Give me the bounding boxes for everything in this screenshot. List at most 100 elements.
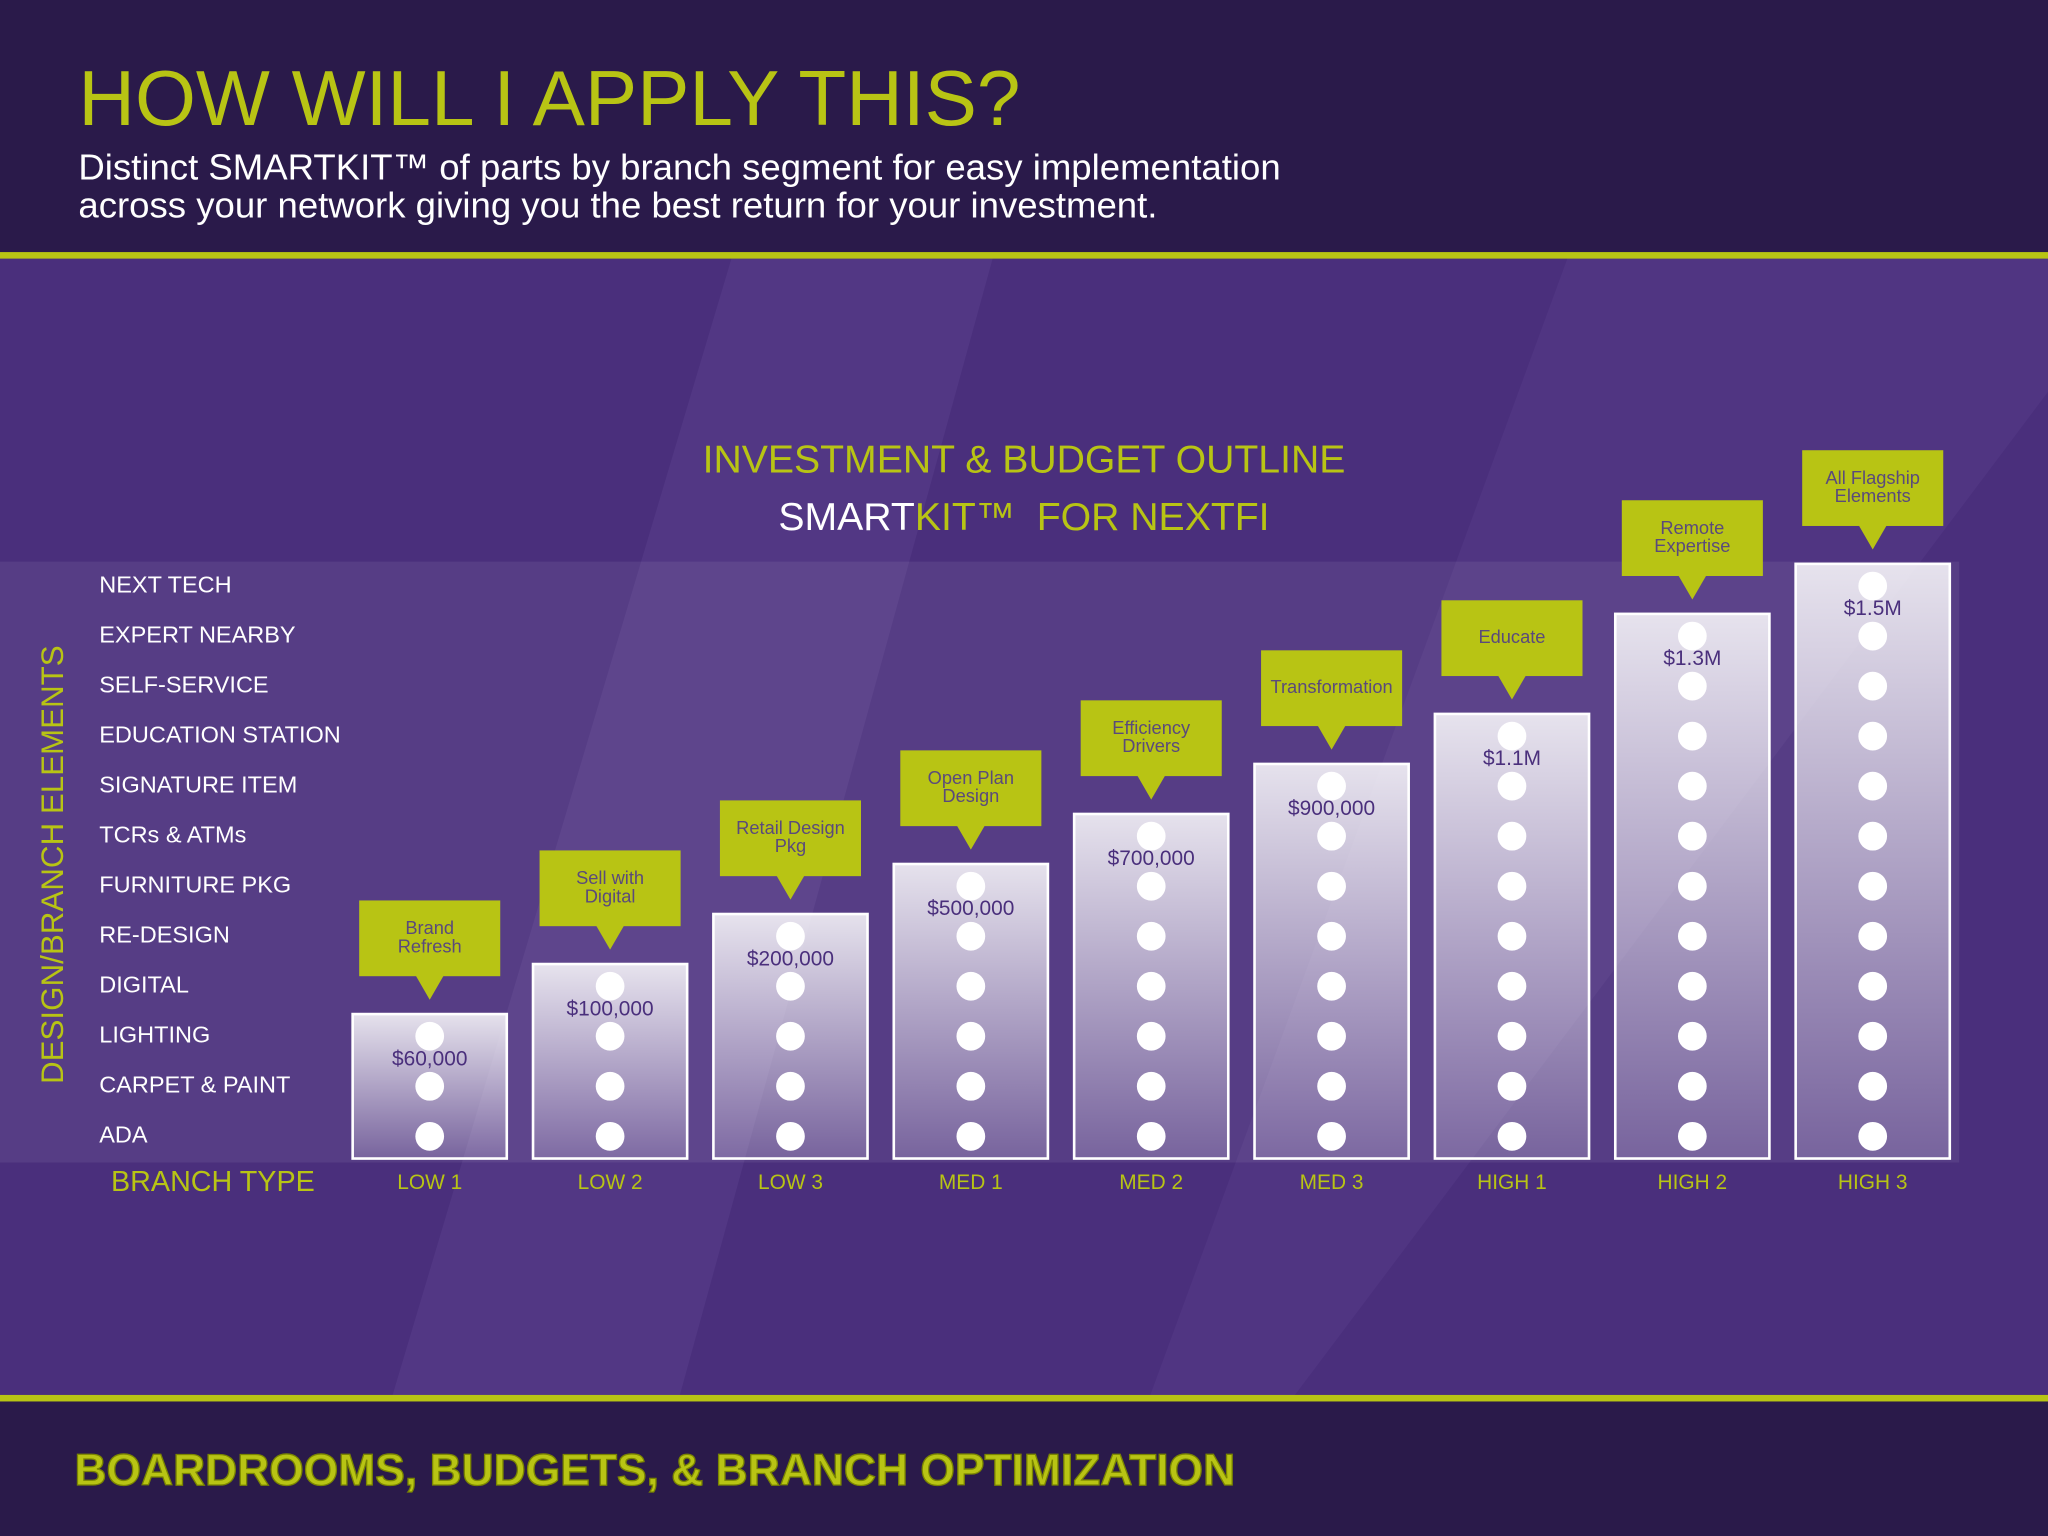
footer-rule (0, 1394, 2048, 1402)
header-rule (0, 252, 2048, 259)
element-dot (1497, 721, 1527, 751)
element-dot (1317, 1121, 1346, 1151)
element-dot (1497, 1021, 1527, 1051)
element-dot (1136, 1071, 1166, 1101)
element-dot (415, 1071, 445, 1101)
element-dot (1677, 871, 1707, 901)
callout-text: Retail Design (736, 817, 845, 838)
budget-label: $1.5M (1844, 597, 1902, 620)
callout-pointer (1317, 724, 1346, 750)
element-dot (1677, 721, 1707, 751)
element-dot (595, 1021, 625, 1051)
row-label: LIGHTING (99, 1021, 210, 1047)
x-tick-label: LOW 2 (578, 1171, 643, 1194)
element-dot (1677, 1021, 1707, 1051)
callout-box (359, 900, 501, 977)
element-dot (956, 1021, 986, 1051)
element-dot (1497, 921, 1527, 951)
element-dot (1858, 621, 1888, 651)
footer-text: BOARDROOMS, BUDGETS, & BRANCH OPTIMIZATI… (74, 1446, 1235, 1495)
element-dot (1497, 821, 1527, 851)
callout-box (1261, 650, 1403, 727)
element-dot (1136, 1121, 1166, 1151)
x-tick-label: HIGH 1 (1477, 1171, 1547, 1194)
element-dot (956, 1121, 986, 1151)
callout-text: Efficiency (1112, 717, 1191, 738)
row-label: SIGNATURE ITEM (99, 771, 297, 797)
element-dot (956, 1071, 986, 1101)
budget-label: $1.1M (1483, 747, 1541, 770)
element-dot (776, 971, 805, 1001)
element-dot (1858, 571, 1888, 601)
element-dot (1858, 871, 1888, 901)
callout-text: Design (942, 785, 999, 806)
callout-text: Open Plan (928, 767, 1014, 788)
element-dot (776, 1071, 805, 1101)
x-tick-label: LOW 3 (758, 1171, 823, 1194)
element-dot (1677, 921, 1707, 951)
element-dot (595, 971, 625, 1001)
callout-pointer (1136, 774, 1166, 800)
element-dot (1497, 1121, 1527, 1151)
row-label: CARPET & PAINT (99, 1072, 290, 1098)
callout-box (719, 800, 861, 877)
page-subtitle: across your network giving you the best … (78, 184, 1157, 225)
chart-subtitle: SMARTKIT™ FOR NEXTFI (778, 496, 1269, 539)
element-dot (1317, 971, 1346, 1001)
callout-pointer (1497, 674, 1527, 700)
budget-label: $60,000 (392, 1047, 467, 1070)
row-label: ADA (99, 1122, 148, 1148)
element-dot (1317, 1071, 1346, 1101)
callout-pointer (1858, 524, 1888, 550)
element-dot (1858, 771, 1888, 801)
row-label: SELF-SERVICE (99, 671, 268, 697)
callout-text: Pkg (775, 835, 806, 856)
callout-text: Expertise (1654, 535, 1730, 556)
bar (1794, 562, 1952, 1160)
budget-label: $700,000 (1108, 847, 1195, 870)
budget-label: $1.3M (1663, 647, 1721, 670)
element-dot (1858, 821, 1888, 851)
callout-text: Sell with (576, 867, 644, 888)
x-tick-label: MED 1 (939, 1171, 1003, 1194)
budget-label: $100,000 (567, 997, 654, 1020)
budget-label: $200,000 (747, 947, 834, 970)
callout-box (900, 750, 1042, 827)
element-dot (1497, 971, 1527, 1001)
callout-text: All Flagship (1826, 467, 1920, 488)
callout-pointer (776, 874, 805, 900)
element-dot (1317, 1021, 1346, 1051)
bar (1072, 812, 1230, 1160)
element-dot (595, 1071, 625, 1101)
callout-text: Refresh (398, 935, 462, 956)
row-label: FURNITURE PKG (99, 871, 291, 897)
element-dot (1677, 621, 1707, 651)
x-tick-label: MED 2 (1119, 1171, 1183, 1194)
element-dot (1136, 871, 1166, 901)
element-dot (1317, 821, 1346, 851)
callout-pointer (956, 824, 986, 850)
page-subtitle: Distinct SMARTKIT™ of parts by branch se… (78, 146, 1280, 187)
callout-box (1441, 600, 1583, 677)
budget-label: $900,000 (1288, 797, 1375, 820)
callout-box (1080, 700, 1222, 777)
element-dot (1677, 1121, 1707, 1151)
callout-box (1802, 450, 1944, 526)
budget-label: $500,000 (927, 897, 1014, 920)
chart-subtitle-part: SMART (778, 496, 914, 539)
x-tick-label: LOW 1 (397, 1171, 462, 1194)
element-dot (1858, 671, 1888, 701)
element-dot (1858, 1021, 1888, 1051)
callout-pointer (595, 924, 625, 950)
row-label: TCRs & ATMs (99, 821, 246, 847)
chart-title: INVESTMENT & BUDGET OUTLINE (703, 439, 1346, 482)
element-dot (1677, 1071, 1707, 1101)
row-label: EXPERT NEARBY (99, 621, 296, 647)
element-dot (1858, 1121, 1888, 1151)
chart-subtitle-part: KIT™ FOR NEXTFI (915, 496, 1270, 539)
element-dot (595, 1121, 625, 1151)
header-band (0, 0, 2048, 255)
element-dot (1497, 1071, 1527, 1101)
callout-box (539, 850, 681, 927)
